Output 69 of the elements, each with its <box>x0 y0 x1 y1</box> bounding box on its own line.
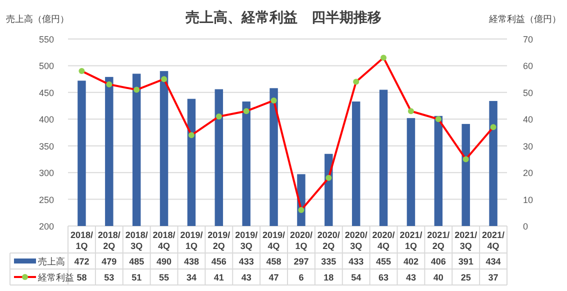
data-label: 456 <box>211 256 226 266</box>
x-tick-label: 2018/4Q <box>152 230 176 251</box>
data-label: 479 <box>102 256 117 266</box>
y-tick-label: 350 <box>38 141 54 152</box>
y-tick-label: 550 <box>38 34 54 44</box>
data-label: 58 <box>76 272 87 282</box>
y-tick-label: 250 <box>38 194 54 205</box>
data-label: 458 <box>266 256 282 266</box>
data-label: 55 <box>159 272 170 282</box>
x-tick-label: 2019/1Q <box>180 230 204 251</box>
x-tick-label: 2021/2Q <box>427 230 450 251</box>
x-tick-label: 2018/2Q <box>98 230 121 251</box>
x-tick-label: 2020/3Q <box>344 230 368 251</box>
data-label: 472 <box>74 256 90 266</box>
x-tick-label: 2020/4Q <box>372 230 396 251</box>
y2-tick-label: 30 <box>523 141 534 152</box>
data-label: 391 <box>458 256 474 266</box>
x-tick-label: 2021/3Q <box>454 230 478 251</box>
data-label: 438 <box>184 256 199 266</box>
y-axis-title: 売上高（億円） <box>6 14 69 24</box>
y-tick-label: 450 <box>38 88 54 98</box>
data-label: 43 <box>241 272 252 282</box>
y-tick-label: 400 <box>38 114 54 125</box>
data-label: 18 <box>324 272 334 282</box>
data-label: 51 <box>132 272 142 282</box>
data-label: 47 <box>268 272 279 282</box>
chart-title: 売上高、経常利益 四半期推移 <box>186 9 382 25</box>
y-tick-label: 300 <box>38 168 54 178</box>
data-label: 490 <box>156 256 172 266</box>
y2-axis-title: 経常利益（億円） <box>488 14 561 24</box>
x-tick-label: 2018/1Q <box>70 230 94 251</box>
y2-tick-label: 40 <box>523 114 534 125</box>
y2-tick-label: 70 <box>523 34 534 44</box>
x-tick-label: 2020/1Q <box>290 230 313 251</box>
y2-tick-label: 60 <box>523 61 534 72</box>
data-label: 34 <box>186 272 196 282</box>
y2-tick-label: 20 <box>523 168 534 178</box>
data-label: 433 <box>238 256 254 266</box>
data-label: 41 <box>214 272 224 282</box>
data-label: 406 <box>430 256 446 266</box>
data-label: 335 <box>321 256 336 266</box>
data-label: 53 <box>104 272 114 282</box>
data-label: 54 <box>351 272 362 282</box>
legend-label: 経常利益 <box>37 272 74 282</box>
data-label: 402 <box>403 256 418 266</box>
x-tick-label: 2020/2Q <box>317 230 340 251</box>
data-label: 433 <box>348 256 364 266</box>
data-label: 37 <box>488 272 498 282</box>
data-label: 434 <box>486 256 501 266</box>
data-label: 43 <box>406 272 416 282</box>
legend-label: 売上高 <box>38 256 65 266</box>
data-label: 455 <box>376 256 392 266</box>
y2-tick-label: 50 <box>523 88 534 98</box>
x-tick-label: 2021/1Q <box>400 230 423 251</box>
y2-tick-label: 10 <box>523 194 534 205</box>
data-label: 63 <box>378 272 389 282</box>
data-label: 297 <box>294 256 309 266</box>
y2-tick-label: 0 <box>523 222 528 232</box>
data-label: 25 <box>460 272 471 282</box>
data-label: 6 <box>298 272 304 282</box>
x-tick-label: 2019/4Q <box>262 230 286 251</box>
x-tick-label: 2018/3Q <box>125 230 148 251</box>
x-tick-label: 2019/2Q <box>208 230 231 251</box>
x-tick-label: 2021/4Q <box>482 230 506 251</box>
data-label: 40 <box>433 272 444 282</box>
x-tick-label: 2019/3Q <box>235 230 258 251</box>
data-label: 485 <box>129 256 144 266</box>
y-tick-label: 200 <box>38 222 54 232</box>
y-tick-label: 500 <box>38 61 54 72</box>
